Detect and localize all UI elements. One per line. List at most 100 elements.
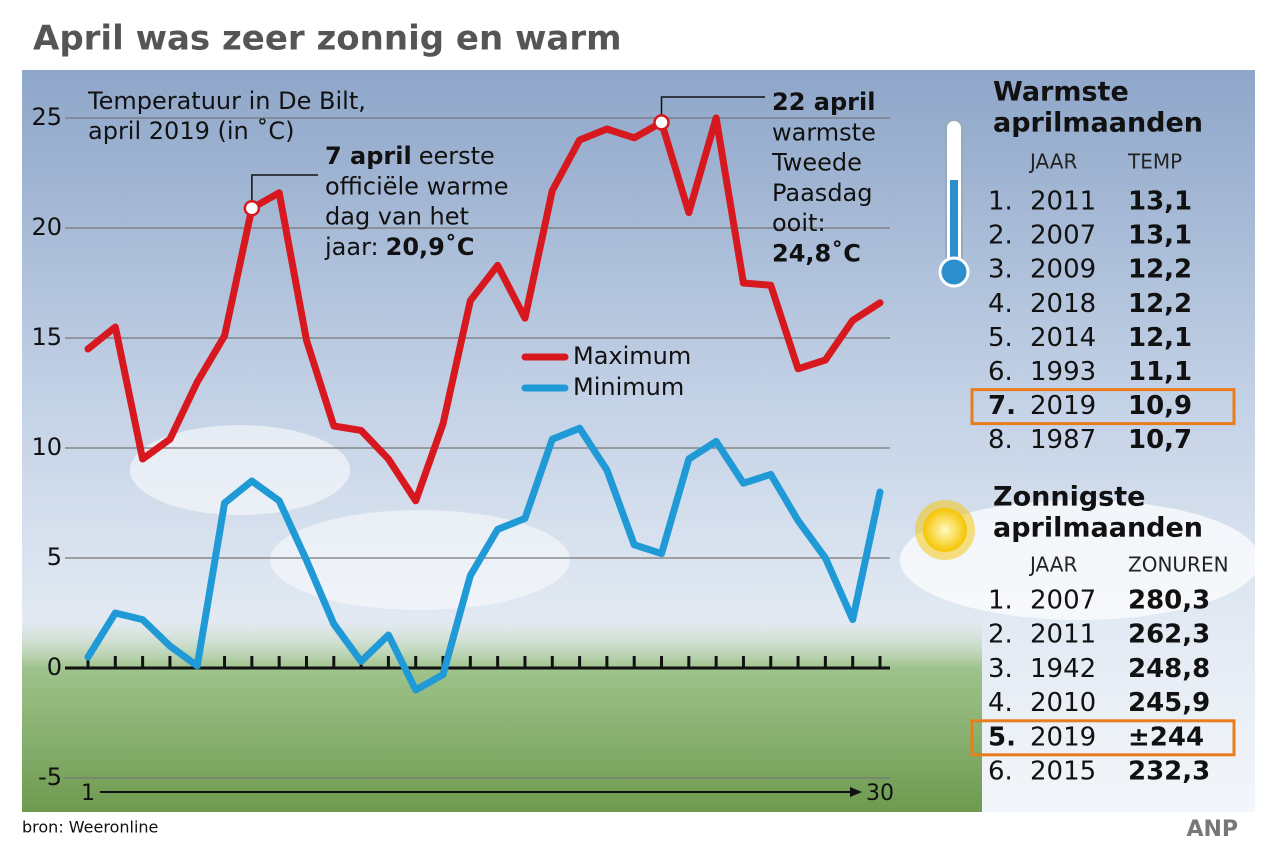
table-cell: 2007 bbox=[1030, 586, 1096, 616]
table-cell: 13,1 bbox=[1128, 221, 1192, 251]
row-highlight bbox=[970, 388, 1236, 426]
table-cell: 12,1 bbox=[1128, 323, 1192, 353]
table-cell: 8. bbox=[988, 425, 1013, 455]
table-cell: 248,8 bbox=[1128, 654, 1210, 684]
annotation-segment: 7 april bbox=[325, 142, 412, 170]
y-tick-label: 5 bbox=[47, 543, 62, 571]
legend-label: Minimum bbox=[573, 373, 684, 401]
table-cell: 3. bbox=[988, 654, 1013, 684]
annotation-segment: ooit: bbox=[772, 209, 826, 237]
table-cell: 2. bbox=[988, 221, 1013, 251]
annotation-segment: 22 april bbox=[772, 88, 875, 116]
annotation-segment: 24,8˚C bbox=[772, 240, 861, 268]
logo: ANP bbox=[1186, 817, 1238, 842]
series-line bbox=[84, 114, 884, 505]
x-arrow-head bbox=[850, 787, 862, 797]
table-title: Zonnigste bbox=[993, 482, 1145, 513]
table-cell: 262,3 bbox=[1128, 620, 1210, 650]
table-cell: 5. bbox=[988, 323, 1013, 353]
table-cell: 2011 bbox=[1030, 620, 1096, 650]
annotation-text: 7 april eerste bbox=[325, 142, 495, 170]
table-cell: 2010 bbox=[1030, 688, 1096, 718]
source: bron: Weeronline bbox=[22, 818, 158, 837]
row-highlight bbox=[970, 719, 1236, 757]
table-cell: 2019 bbox=[1030, 391, 1096, 421]
table-cell: 245,9 bbox=[1128, 688, 1210, 718]
table-header: TEMP bbox=[1127, 150, 1182, 174]
table-cell: 232,3 bbox=[1128, 757, 1210, 787]
annotation-marker bbox=[243, 199, 261, 217]
table-cell: 10,9 bbox=[1128, 391, 1192, 421]
annotation-marker bbox=[653, 114, 670, 131]
table-cell: 1. bbox=[988, 187, 1013, 217]
table-cell: 7. bbox=[988, 391, 1016, 421]
x-tick-label: 30 bbox=[866, 781, 894, 806]
y-tick-label: -5 bbox=[38, 763, 62, 791]
title: April was zeer zonnig en warm bbox=[33, 19, 622, 59]
cloud bbox=[900, 500, 1260, 620]
x-tick-label: 1 bbox=[81, 781, 95, 806]
table-cell: 2011 bbox=[1030, 187, 1096, 217]
y-tick-label: 10 bbox=[31, 433, 62, 461]
table-cell: 1942 bbox=[1030, 654, 1096, 684]
annotation-text: warmste bbox=[772, 118, 876, 146]
y-tick-label: 25 bbox=[31, 103, 62, 131]
annotation-text: 22 april bbox=[772, 88, 875, 116]
table-cell: 1987 bbox=[1030, 425, 1096, 455]
table-cell: 11,1 bbox=[1128, 357, 1192, 387]
table-cell: 6. bbox=[988, 757, 1013, 787]
annotation-text: jaar: 20,9˚C bbox=[324, 233, 474, 261]
y-tick-label: 20 bbox=[31, 213, 62, 241]
annotation-segment: warmste bbox=[772, 118, 876, 146]
annotation-text: 24,8˚C bbox=[772, 240, 861, 268]
annotation-line bbox=[660, 96, 765, 123]
cloud bbox=[130, 425, 350, 515]
table-cell: 2009 bbox=[1030, 255, 1096, 285]
annotation-segment: officiële warme bbox=[325, 172, 509, 200]
table-cell: 2019 bbox=[1030, 722, 1096, 752]
table-header: JAAR bbox=[1028, 150, 1077, 174]
table-cell: 2018 bbox=[1030, 289, 1096, 319]
thermometer bbox=[938, 119, 970, 288]
table-cell: 4. bbox=[988, 289, 1013, 319]
annotation-text: Tweede bbox=[771, 149, 862, 177]
annotation-segment: eerste bbox=[419, 142, 495, 170]
table-title: Warmste bbox=[993, 77, 1129, 108]
table-title: aprilmaanden bbox=[993, 108, 1203, 139]
table-cell: 2014 bbox=[1030, 323, 1096, 353]
table-cell: 2015 bbox=[1030, 757, 1096, 787]
annotation-text: dag van het bbox=[325, 203, 469, 231]
y-tick-label: 15 bbox=[31, 323, 62, 351]
table-cell: 1. bbox=[988, 586, 1013, 616]
table-header: JAAR bbox=[1028, 553, 1077, 577]
cloud bbox=[270, 510, 570, 610]
sun-icon bbox=[915, 500, 975, 560]
table-cell: 2007 bbox=[1030, 221, 1096, 251]
annotation-text: Paasdag bbox=[772, 179, 873, 207]
table-title: aprilmaanden bbox=[993, 513, 1203, 544]
series-line bbox=[84, 424, 884, 694]
table-cell: 4. bbox=[988, 688, 1013, 718]
annotation-segment: Tweede bbox=[771, 149, 862, 177]
annotation-text: ooit: bbox=[772, 209, 826, 237]
subtitle: april 2019 (in ˚C) bbox=[88, 117, 294, 145]
table-cell: 6. bbox=[988, 357, 1013, 387]
table-cell: 3. bbox=[988, 255, 1013, 285]
table-cell: 12,2 bbox=[1128, 255, 1192, 285]
table-cell: 280,3 bbox=[1128, 586, 1210, 616]
annotation-segment: dag van het bbox=[325, 203, 469, 231]
table-header: ZONUREN bbox=[1128, 553, 1229, 577]
table-cell: ±244 bbox=[1128, 722, 1204, 752]
table-cell: 12,2 bbox=[1128, 289, 1192, 319]
annotation-segment: jaar: bbox=[324, 233, 379, 261]
legend-label: Maximum bbox=[573, 342, 691, 370]
table-cell: 10,7 bbox=[1128, 425, 1192, 455]
y-tick-label: 0 bbox=[47, 653, 62, 681]
table-cell: 5. bbox=[988, 722, 1016, 752]
annotation-segment: Paasdag bbox=[772, 179, 873, 207]
grass bbox=[22, 620, 982, 812]
subtitle: Temperatuur in De Bilt, bbox=[87, 87, 366, 115]
table-cell: 2. bbox=[988, 620, 1013, 650]
annotation-line bbox=[251, 174, 318, 209]
